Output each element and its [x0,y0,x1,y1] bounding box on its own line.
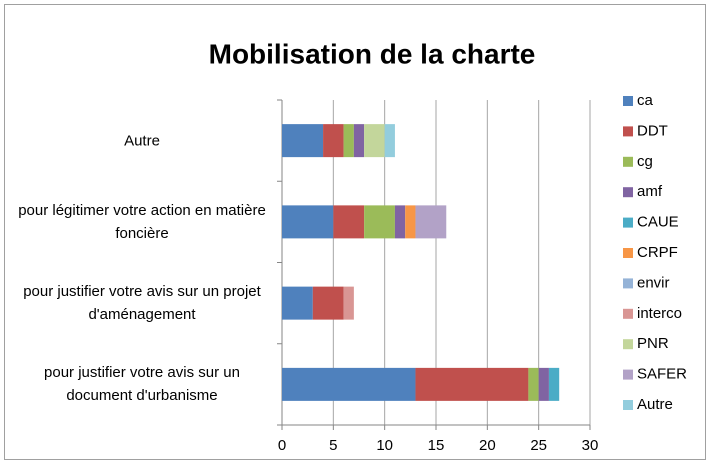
bar-segment [323,124,344,158]
x-tick-label: 25 [530,437,547,454]
x-tick-label: 15 [428,437,445,454]
x-tick-label: 0 [278,437,286,454]
legend-label: amf [637,183,663,200]
bar-segment [528,367,539,401]
chart-title: Mobilisation de la charte [209,38,536,69]
bar-segment [343,286,354,320]
y-tick-label: pour justifier votre avis sur un projet … [23,283,261,324]
legend-swatch [623,217,633,228]
y-tick-label: Autre [124,132,160,150]
legend-label: Autre [637,396,673,413]
bar-segment [415,205,447,239]
bar-segment [353,124,365,158]
legend-label: SAFER [637,366,687,383]
y-tick-label: pour légitimer votre action en matière f… [18,201,266,242]
legend-swatch [623,248,633,258]
legend-swatch [623,126,633,137]
legend-swatch [623,96,633,106]
legend-swatch [623,156,633,167]
bar-segment [384,124,395,158]
legend-label: DDT [637,122,668,139]
legend-swatch [623,400,633,410]
bar-segment [538,367,549,401]
bar-segment [364,124,385,158]
x-tick-label: 30 [582,437,599,454]
legend-label: envir [637,274,670,291]
bar-segment [548,367,560,401]
bar-segment [343,124,354,158]
legend-label: cg [637,153,653,170]
bar-segment [312,286,344,320]
bar-segment [415,367,529,401]
legend-swatch [623,278,633,289]
bar-segment [282,205,334,239]
legend-label: CAUE [637,214,679,231]
legend-label: PNR [637,335,669,352]
legend-label: ca [637,92,654,109]
legend-label: interco [637,305,682,322]
bar-segment [364,205,395,239]
x-tick-label: 10 [376,437,393,454]
legend-swatch [623,187,633,198]
x-tick-label: 5 [329,437,337,454]
legend-swatch [623,339,633,350]
bar-segment [282,367,416,401]
bar-segment [282,286,313,320]
bar-segment [394,205,406,239]
y-tick-label: pour justifier votre avis sur un documen… [44,364,240,405]
bar-segment [333,205,365,239]
x-tick-label: 20 [479,437,496,454]
legend-label: CRPF [637,244,678,261]
bar-segment [405,205,416,239]
legend-swatch [623,308,633,319]
legend-swatch [623,369,633,380]
bar-segment [282,124,324,158]
